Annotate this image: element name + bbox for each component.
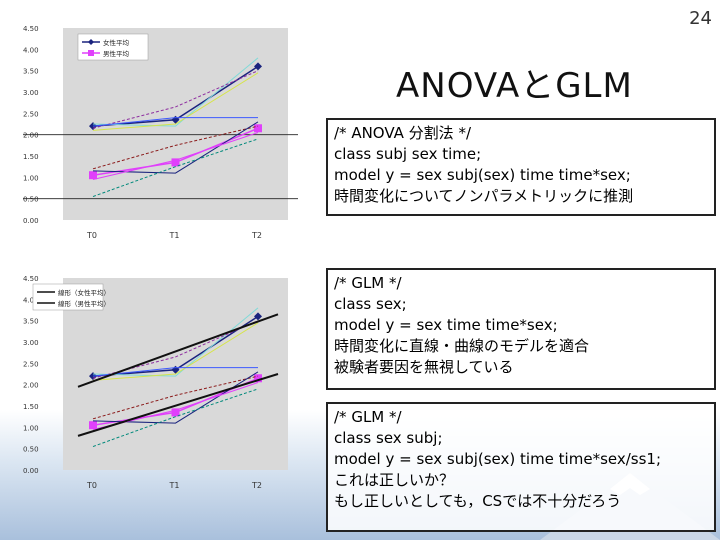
y-tick-label: 3.50 [23, 68, 39, 76]
box1-line: /* ANOVA 分割法 */ [334, 123, 708, 144]
y-tick-label: 1.00 [23, 424, 39, 432]
slide-title: ANOVAとGLM [396, 58, 633, 107]
x-tick-label: T0 [86, 481, 97, 490]
y-tick-label: 1.00 [23, 174, 39, 182]
y-tick-label: 4.50 [23, 275, 39, 283]
x-tick-label: T2 [251, 481, 262, 490]
page-number: 24 [689, 8, 712, 29]
box3-line: model y = sex subj(sex) time time*sex/ss… [334, 449, 708, 470]
y-tick-label: 0.00 [23, 217, 39, 225]
chart-linear-fit-panel: 0.00 0.50 1.00 1.50 2.00 2.50 3.00 3.50 4.00 4.50… [18, 270, 298, 500]
y-tick-label: 0.50 [23, 446, 39, 454]
box3-line: class sex subj; [334, 428, 708, 449]
box1-line: model y = sex subj(sex) time time*sex; [334, 165, 708, 186]
legend-label: 線形（男性平均） [58, 299, 110, 308]
chart-svg: 0.00 0.50 1.00 1.50 2.00 2.50 3.00 3.50 4.00 4.50… [18, 20, 298, 250]
box2-line: /* GLM */ [334, 273, 708, 294]
glm-box: /* GLM */ class sex; model y = sex time … [326, 268, 716, 390]
y-tick-label: 3.00 [23, 89, 39, 97]
box2-line: 時間変化に直線・曲線のモデルを適合 [334, 336, 708, 357]
box3-line: これは正しいか？ [334, 470, 708, 491]
y-tick-label: 2.00 [23, 382, 39, 390]
y-tick-label: 1.50 [23, 403, 39, 411]
chart-legend: 線形（女性平均） 線形（男性平均） [33, 284, 110, 310]
legend-label: 線形（女性平均） [58, 288, 110, 297]
y-tick-label: 4.50 [23, 25, 39, 33]
box2-line: class sex; [334, 294, 708, 315]
x-tick-label: T1 [169, 481, 180, 490]
y-tick-label: 2.50 [23, 110, 39, 118]
data-point [254, 124, 262, 132]
y-tick-label: 4.00 [23, 46, 39, 54]
box1-line: class subj sex time; [334, 144, 708, 165]
x-tick-label: T1 [169, 231, 180, 240]
chart-svg: 0.000.501.001.502.002.503.003.504.004.50… [18, 270, 298, 500]
legend-label: 女性平均 [103, 38, 130, 47]
y-tick-label: 3.50 [23, 318, 39, 326]
box3-line: /* GLM */ [334, 407, 708, 428]
y-tick-label: 0.50 [23, 196, 39, 204]
y-tick-label: 2.00 [23, 132, 39, 140]
box1-line: 時間変化についてノンパラメトリックに推測 [334, 186, 708, 207]
anova-split-plot-box: /* ANOVA 分割法 */ class subj sex time; mod… [326, 118, 716, 216]
legend-marker [88, 50, 94, 56]
x-tick-label: T2 [251, 231, 262, 240]
y-tick-label: 1.50 [23, 153, 39, 161]
y-tick-label: 3.00 [23, 339, 39, 347]
data-point [89, 421, 97, 429]
chart-means-panel: 0.00 0.50 1.00 1.50 2.00 2.50 3.00 3.50 4.00 4.50… [18, 20, 298, 250]
y-tick-label: 2.50 [23, 360, 39, 368]
y-tick-label: 0.00 [23, 467, 39, 475]
x-tick-label: T0 [86, 231, 97, 240]
box2-line: 被験者要因を無視している [334, 357, 708, 378]
box2-line: model y = sex time time*sex; [334, 315, 708, 336]
data-point [89, 171, 97, 179]
box3-line: もし正しいとしても，CSでは不十分だろう [334, 491, 708, 512]
glm-subject-box: /* GLM */ class sex subj; model y = sex … [326, 402, 716, 532]
legend-label: 男性平均 [103, 49, 130, 58]
